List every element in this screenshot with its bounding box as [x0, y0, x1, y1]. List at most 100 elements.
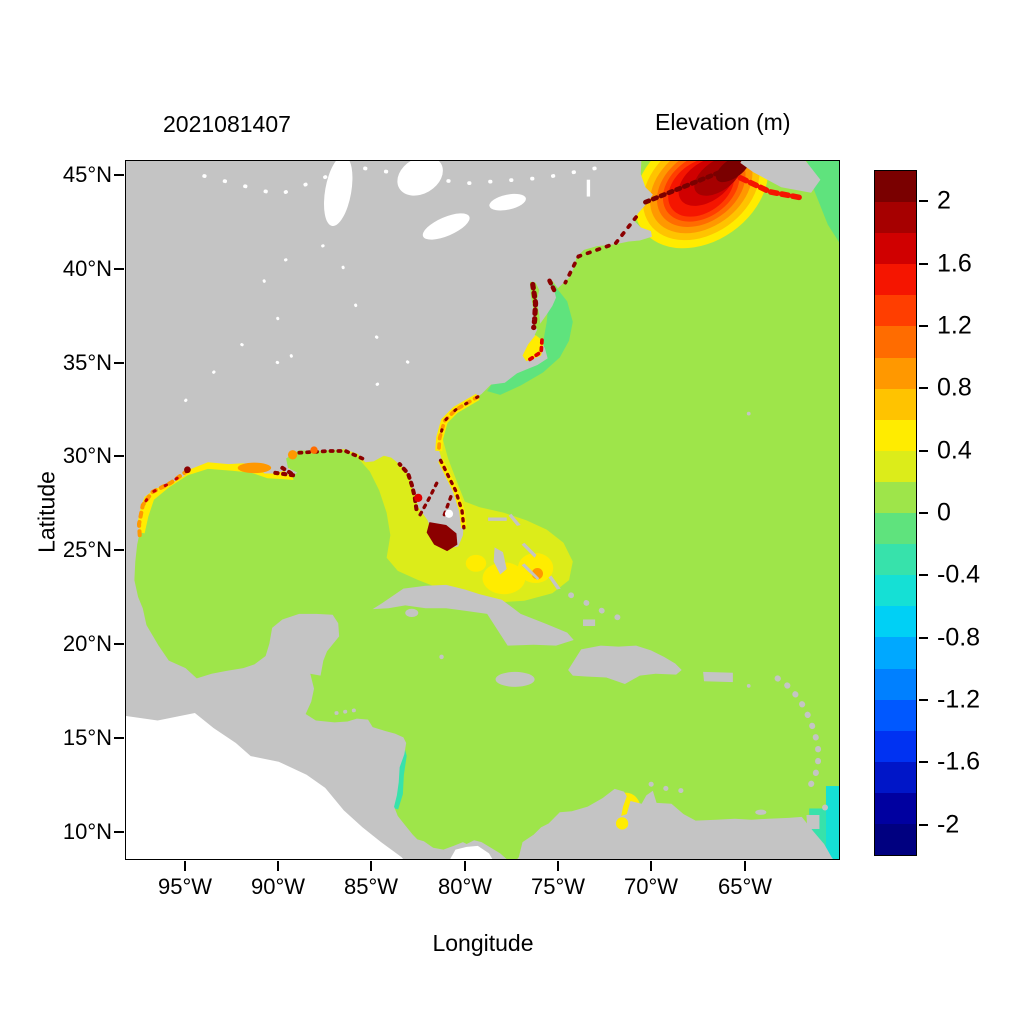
delaware-darkred-speckles [547, 278, 557, 293]
andros-land [493, 547, 507, 575]
x-tick-mark [184, 861, 186, 871]
x-tick-label: 85°W [343, 874, 399, 899]
x-tick-mark [744, 861, 746, 871]
colorbar-labels: 2 1.6 1.2 0.8 0.4 0 -0.4 -0.8 -1.2 -1.6 -2 [917, 170, 1007, 856]
atchafalaya-orange-patch [237, 462, 272, 474]
land-layer [126, 161, 833, 859]
margarita-land [755, 809, 767, 815]
y-tick-label: 45°N [62, 162, 112, 187]
florida-inland-darkred-speckles [418, 481, 454, 517]
timestamp-title: 2021081407 [163, 111, 291, 137]
lake-michigan [323, 161, 353, 227]
colorbar-tick-label: 2 [937, 186, 951, 215]
x-tick-label: 75°W [530, 874, 586, 899]
colorbar-tick-label: 0.8 [937, 373, 972, 402]
colorbar-block [875, 761, 916, 793]
colorbar-tick-label: 1.2 [937, 311, 972, 340]
panhandle-darkred-speckles [295, 449, 365, 461]
colorbar-block [875, 513, 916, 545]
tobago-land [822, 804, 829, 811]
y-tick-mark [114, 268, 124, 270]
colorbar-tick-mark [919, 387, 928, 390]
y-tick-label: 35°N [62, 350, 112, 375]
puerto-rico-land [703, 671, 733, 683]
colorbar-block [875, 171, 916, 203]
pamlico-red-speckles [528, 336, 544, 362]
jamaica-land [495, 671, 535, 687]
y-tick-label: 10°N [62, 819, 112, 844]
eleuthera-land [521, 542, 537, 558]
y-tick-mark [114, 643, 124, 645]
bahama-banks-yellow-patch [482, 562, 526, 595]
y-tick-label: 40°N [62, 256, 112, 281]
colorbar-tick-mark [919, 200, 928, 203]
colorbar-block [875, 668, 916, 700]
abaco-land [508, 513, 521, 526]
colorbar-title: Elevation (m) [655, 109, 791, 135]
bahama-banks-yellow-patch [517, 553, 554, 583]
grand-bahama-land [488, 517, 507, 521]
elevation-map [126, 161, 839, 859]
abc-islands-dots [648, 781, 686, 794]
great-inagua-land [583, 619, 596, 627]
coastal-flooding-layer [136, 169, 803, 830]
galveston-darkred-spot [184, 466, 191, 474]
everglades-darkred-high [426, 522, 458, 552]
hispaniola-land [568, 645, 682, 685]
nova-scotia-red-fringe [737, 175, 803, 201]
colorbar-block [875, 544, 916, 576]
x-tick-label: 95°W [157, 874, 213, 899]
colorbar-tick-mark [919, 324, 928, 327]
y-tick-mark [114, 831, 124, 833]
nova-scotia-land [740, 161, 821, 193]
map-plot-area [125, 160, 840, 860]
colorbar-tick-mark [919, 449, 928, 452]
gulf-of-panama-outside-domain [450, 845, 493, 859]
y-tick-label: 25°N [62, 537, 112, 562]
lake-ontario [489, 193, 526, 211]
colorbar-block [875, 450, 916, 482]
y-tick-mark [114, 455, 124, 457]
colorbar-tick-label: -0.8 [937, 623, 981, 652]
colorbar-block [875, 388, 916, 420]
colorbar-tick-label: -1.6 [937, 747, 981, 776]
colorbar-tick-mark [919, 512, 928, 514]
colorbar-tick-label: 0.4 [937, 436, 972, 465]
colorbar-tick-mark [919, 574, 928, 577]
y-tick-label: 20°N [62, 631, 112, 656]
y-tick-mark [114, 362, 124, 364]
y-tick-mark [114, 174, 124, 176]
x-tick-mark [370, 861, 372, 871]
x-axis-label: Longitude [432, 930, 534, 956]
grand-cayman-land [439, 654, 444, 660]
louisiana-delta-darkred-dots [271, 465, 296, 478]
colorbar-block [875, 637, 916, 669]
colorbar-block [875, 202, 916, 234]
trinidad-land [806, 815, 820, 830]
colorbar-block [875, 823, 916, 856]
mississippi-sound-orange-spot [287, 450, 298, 460]
carolina-nearshore-low [487, 282, 573, 395]
bermuda-land [746, 411, 751, 416]
northeast-coast-darkred-speckles [563, 215, 638, 285]
y-tick-label: 30°N [62, 443, 112, 468]
st-croix-land [746, 684, 751, 688]
x-tick-label: 90°W [250, 874, 306, 899]
exuma-land [521, 563, 540, 581]
colorbar-block [875, 357, 916, 389]
small-lakes-speckles [202, 164, 607, 197]
colorbar-block [875, 419, 916, 451]
lakes-layer [184, 161, 607, 403]
texas-coast-red-dots [141, 469, 189, 507]
x-tick-mark [557, 861, 559, 871]
y-axis-label: Latitude [33, 471, 60, 553]
colorbar-tick-mark [919, 761, 928, 764]
chesapeake-darkred-speckles [530, 281, 539, 331]
colorbar-block [875, 481, 916, 514]
colorbar-block [875, 326, 916, 358]
colorbar-tick-mark [919, 699, 928, 702]
colorbar-block [875, 264, 916, 296]
colorbar-block [875, 233, 916, 265]
colorbar-tick-mark [919, 636, 928, 639]
